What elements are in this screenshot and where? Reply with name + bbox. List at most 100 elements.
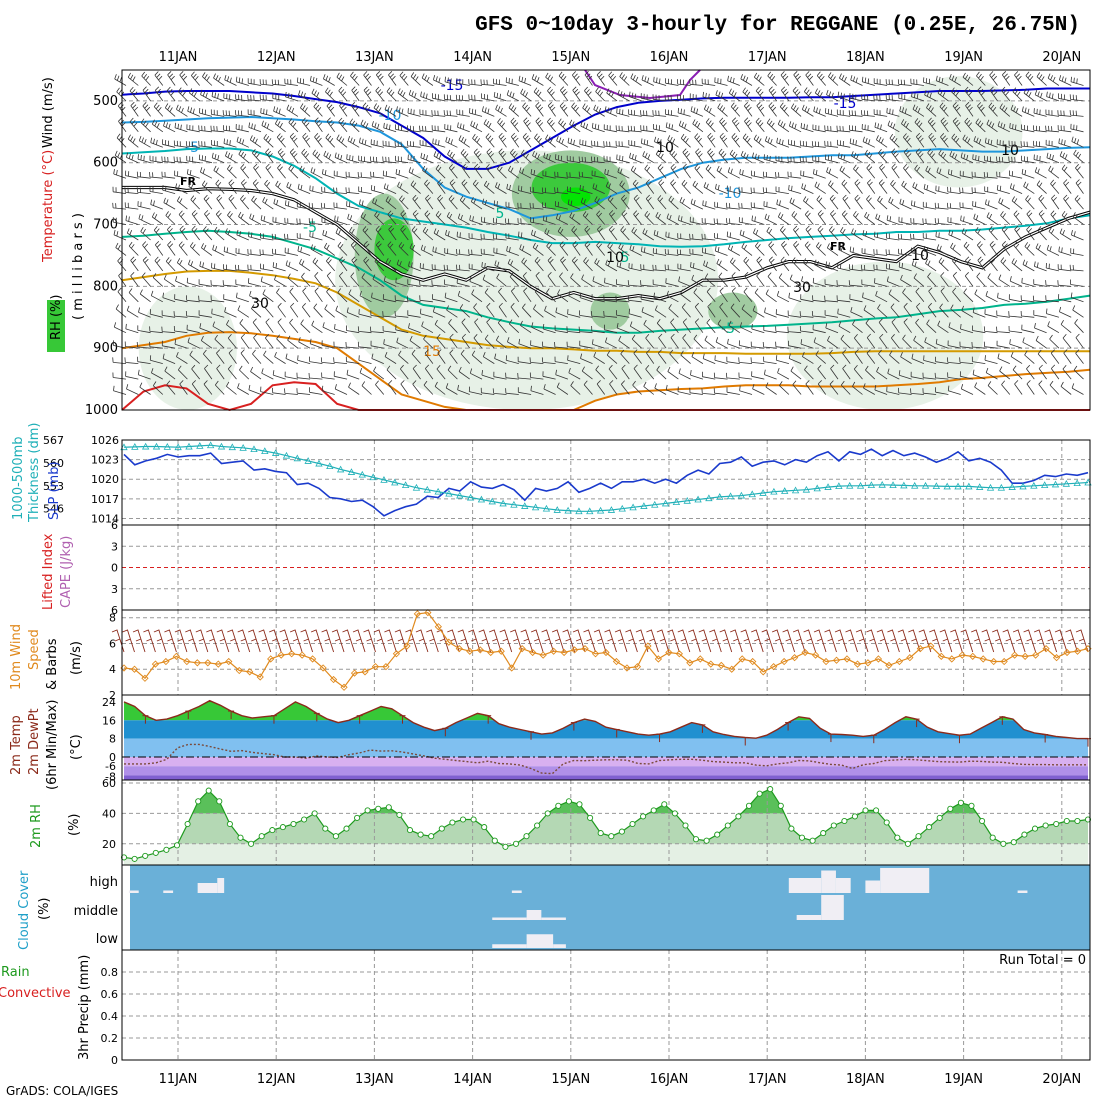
rh-point <box>163 846 170 853</box>
rh-point <box>608 833 615 840</box>
wind-barb <box>664 264 679 272</box>
wind-barb <box>472 133 483 148</box>
contour-label: 30 <box>251 296 269 312</box>
rh-point <box>735 813 742 820</box>
wind-barb <box>1074 318 1084 333</box>
wind-barb <box>185 141 200 148</box>
wind-barb <box>669 349 679 364</box>
wind-barb <box>333 341 348 349</box>
wind-barb <box>419 262 433 272</box>
wind-barb <box>288 164 299 179</box>
wind-barb <box>433 228 446 241</box>
wind-barb <box>579 310 593 318</box>
wind-barb <box>546 288 556 303</box>
wind-barb <box>861 248 875 256</box>
wind-barb <box>529 357 544 364</box>
wind-barb <box>915 318 925 333</box>
wind-barb <box>741 242 753 256</box>
wind-barb <box>284 247 298 256</box>
wind-barb <box>308 372 323 380</box>
wind-barb <box>952 287 962 303</box>
wind-barb <box>922 218 937 225</box>
wind-barb <box>142 86 151 102</box>
wind-speed-point <box>749 657 757 666</box>
wind-barb <box>226 320 237 334</box>
wind-barb <box>677 94 691 102</box>
wind-barb <box>449 333 458 349</box>
wind-barb <box>706 287 716 303</box>
surface-wind-barb <box>897 629 911 653</box>
wind-barb <box>198 125 212 133</box>
cloud-background <box>130 865 1090 950</box>
thickness-point <box>932 482 941 489</box>
wind-barb <box>336 134 348 148</box>
wind-barb <box>272 262 286 272</box>
wind-barb <box>408 89 421 102</box>
day-label-top: 14JAN <box>453 50 492 65</box>
wind-speed-point <box>675 650 683 658</box>
wind-barb <box>571 256 581 272</box>
wind-speed-point <box>193 659 201 667</box>
wind-barb <box>657 164 667 179</box>
rh-point <box>1042 822 1049 829</box>
wind-barb <box>596 210 606 225</box>
wind-barb <box>1021 168 1035 179</box>
wind-barb <box>627 280 642 287</box>
wind-barb <box>204 210 213 225</box>
surface-wind-barb <box>1044 629 1058 653</box>
wind-barb <box>616 261 630 272</box>
wind-barb <box>583 380 593 395</box>
wind-barb <box>738 186 753 194</box>
wind-barb <box>554 341 568 349</box>
wind-barb <box>252 349 262 364</box>
wind-barb <box>554 171 568 179</box>
contour-label: -10 <box>719 186 742 202</box>
wind-barb <box>382 294 397 303</box>
wind-barb <box>186 169 200 179</box>
wind-barb <box>139 382 151 395</box>
wind-barb <box>228 179 237 194</box>
wind-barb <box>924 337 937 349</box>
wind-barb <box>579 340 593 349</box>
wind-barb <box>853 164 863 179</box>
wind-barb <box>432 246 446 256</box>
wind-barb <box>866 164 876 179</box>
wind-barb <box>604 106 618 117</box>
wind-barb <box>811 310 826 318</box>
wind-barb <box>289 148 299 163</box>
temp-tick-label: 16 <box>102 714 116 727</box>
wind-barb <box>432 138 446 148</box>
wind-barb <box>566 155 581 164</box>
rh-point <box>947 805 954 812</box>
surface-wind-barb <box>122 629 135 653</box>
wind-barb <box>338 272 348 287</box>
wind-barb <box>543 152 556 164</box>
wind-speed-point <box>455 644 463 653</box>
wind-barb <box>935 356 949 364</box>
wind-barb <box>751 170 765 179</box>
wind-barb <box>1047 73 1060 86</box>
thickness-point <box>206 441 215 449</box>
wind-barb <box>989 71 998 86</box>
wind-barb <box>837 91 851 102</box>
wind-barb <box>422 165 434 179</box>
wind-barb <box>211 140 225 148</box>
thickness-point <box>445 489 453 497</box>
wind-barb <box>410 72 421 86</box>
wind-barb <box>485 164 495 179</box>
wind-speed-point <box>969 652 977 661</box>
wind-barb <box>1063 194 1072 210</box>
rh-point <box>1021 831 1028 838</box>
wind-barb <box>1075 179 1084 194</box>
wind-barb <box>505 232 519 241</box>
wind-speed-point <box>979 655 987 663</box>
day-label-bottom: 17JAN <box>748 1072 787 1087</box>
wind-barb <box>1035 335 1047 349</box>
wind-barb <box>1045 280 1059 287</box>
wind-speed-point <box>235 666 243 675</box>
wind-barb <box>112 217 127 225</box>
wind-barb <box>664 248 679 256</box>
wind-barb <box>358 309 372 318</box>
wind-barb <box>581 366 593 380</box>
wind-barb <box>211 308 225 318</box>
